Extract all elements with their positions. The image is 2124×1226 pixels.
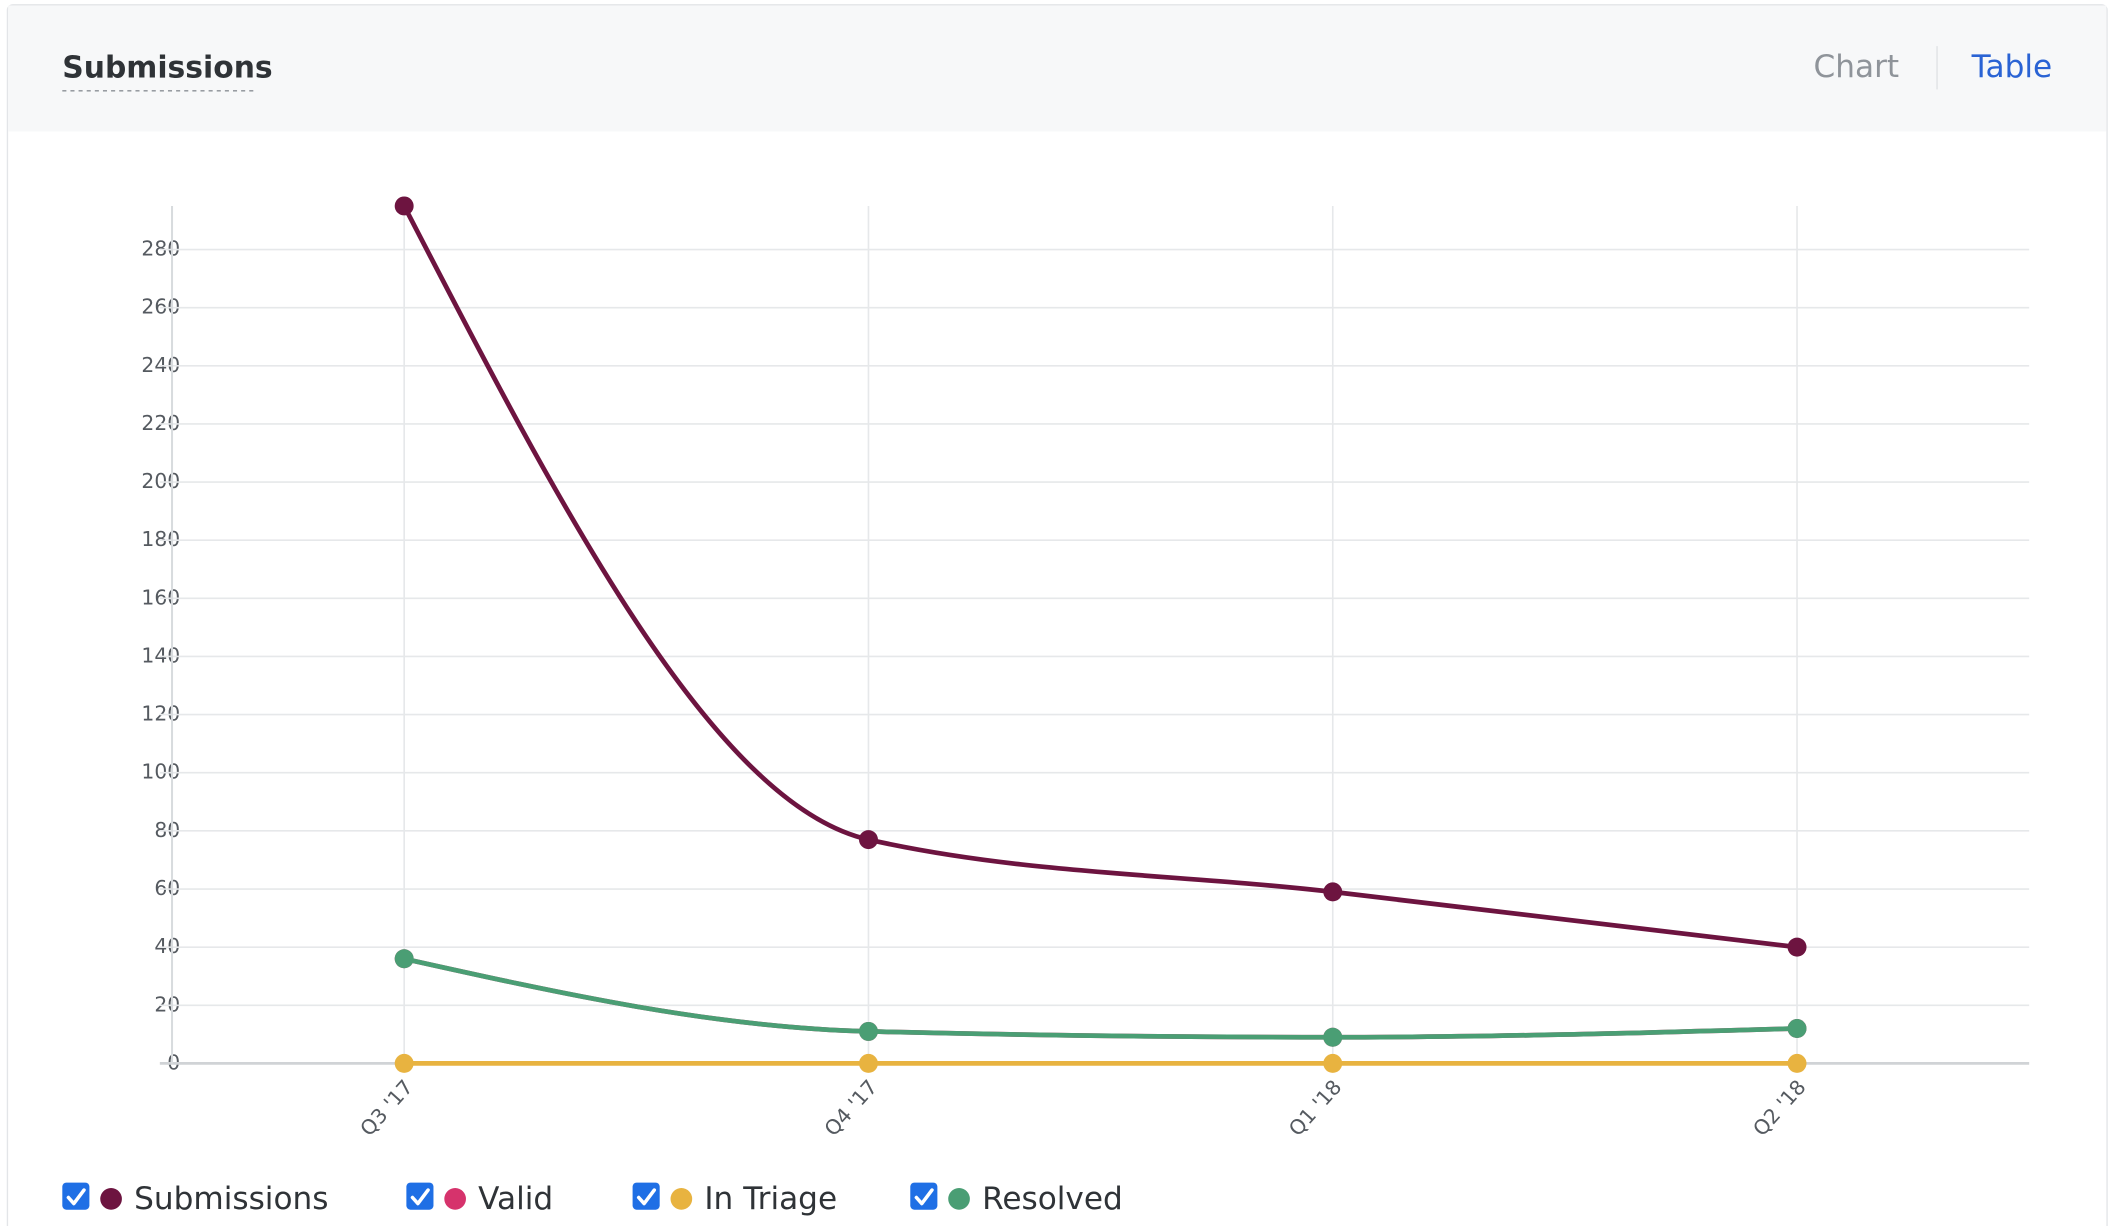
card-title: Submissions [62, 51, 272, 86]
y-tick-label: 280 [141, 237, 180, 261]
y-tick-label: 20 [154, 992, 180, 1016]
data-point [858, 830, 878, 850]
legend-item[interactable]: Resolved [910, 1181, 1123, 1217]
y-tick-label: 160 [141, 585, 180, 609]
legend-label: Submissions [134, 1181, 328, 1217]
y-tick-label: 80 [154, 818, 180, 842]
y-tick-label: 140 [141, 643, 180, 667]
data-point [1323, 1027, 1343, 1047]
checkbox-check [66, 1188, 86, 1206]
checkbox-check [410, 1188, 430, 1206]
legend-checkbox[interactable] [406, 1182, 434, 1210]
card-header [8, 5, 2107, 132]
series-line [403, 956, 1798, 1040]
legend-label: Resolved [982, 1181, 1123, 1217]
legend-swatch [100, 1188, 122, 1210]
series-line [402, 204, 1798, 950]
y-tick-label: 260 [141, 295, 180, 319]
data-point [1323, 1053, 1343, 1073]
legend-item[interactable]: In Triage [632, 1181, 838, 1217]
legend-label: In Triage [704, 1181, 837, 1217]
y-tick-label: 120 [141, 702, 180, 726]
legend-checkbox[interactable] [62, 1182, 90, 1210]
y-tick-label: 40 [154, 934, 180, 958]
legend-swatch [948, 1188, 970, 1210]
y-tick-label: 200 [141, 469, 180, 493]
data-point [858, 1021, 878, 1041]
checkbox-check [636, 1188, 657, 1206]
legend-swatch [444, 1188, 466, 1210]
data-point [1787, 937, 1807, 957]
legend-item[interactable]: Submissions [62, 1181, 328, 1217]
table-tab[interactable]: Table [1971, 49, 2053, 85]
legend-item[interactable]: Valid [406, 1181, 553, 1217]
legend-label: Valid [478, 1181, 553, 1217]
card-frame [6, 4, 2108, 1226]
legend-checkbox[interactable] [632, 1182, 660, 1210]
y-tick-label: 240 [141, 353, 180, 377]
checkbox-check [914, 1188, 934, 1206]
data-point [394, 196, 414, 216]
data-point [1787, 1053, 1807, 1073]
data-point [394, 1053, 414, 1073]
data-point [858, 1053, 878, 1073]
y-tick-label: 100 [141, 760, 180, 784]
y-tick-label: 180 [141, 527, 180, 551]
y-tick-label: 220 [141, 411, 180, 435]
data-point [1787, 1019, 1807, 1039]
data-point [1323, 882, 1343, 902]
y-tick-label: 60 [154, 876, 180, 900]
data-point [394, 949, 414, 969]
legend-checkbox[interactable] [910, 1182, 938, 1210]
chart-tab[interactable]: Chart [1814, 49, 1900, 85]
legend-swatch [670, 1188, 693, 1210]
